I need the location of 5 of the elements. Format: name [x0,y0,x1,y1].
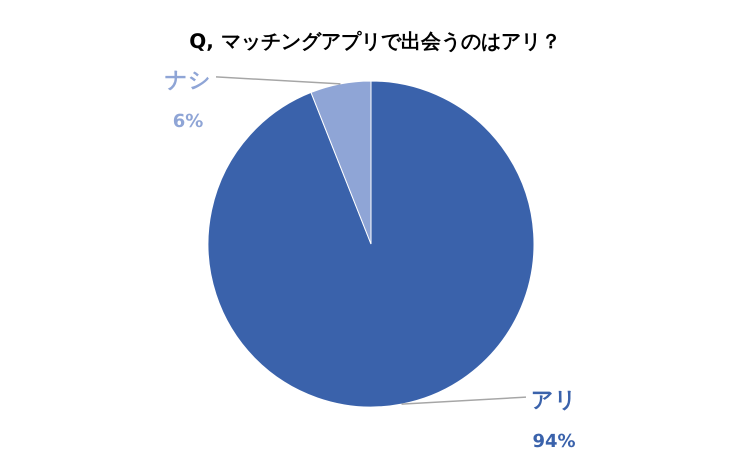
slice-label: ナシ [165,68,211,93]
data-label: 6% [172,110,204,132]
chart-title: Q, マッチングアプリで出会うのはアリ？ [189,29,561,53]
slice-label: アリ [531,388,577,414]
data-label: 94% [532,431,576,450]
